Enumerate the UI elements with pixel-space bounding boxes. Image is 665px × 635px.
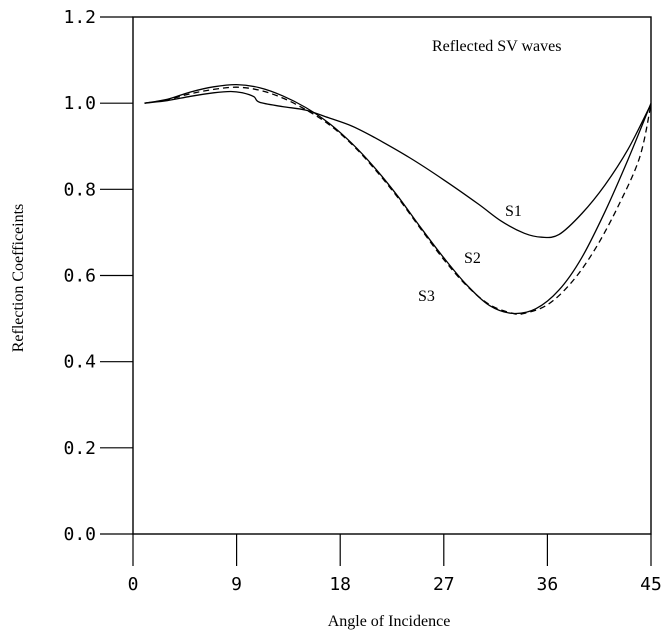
y-tick-label: 1.0 — [63, 93, 96, 114]
series-line-s1 — [144, 90, 652, 239]
x-tick-label: 9 — [231, 574, 242, 595]
y-axis-title: Reflection Coefficeints — [10, 204, 27, 353]
y-tick-label: 1.2 — [63, 7, 96, 28]
series-line-s3 — [144, 83, 652, 315]
x-tick-label: 36 — [537, 574, 559, 595]
axis-ticks-group: 0.0 0.2 0.4 0.6 0.8 1.0 1.2 0 9 18 27 36 45 — [63, 7, 661, 595]
y-tick-label: 0.6 — [63, 266, 96, 287]
x-axis-title: Angle of Incidence — [328, 613, 451, 630]
y-tick-label: 0.0 — [63, 524, 96, 545]
series-group — [144, 83, 652, 316]
plot-frame — [132, 16, 652, 535]
x-tick-label: 18 — [329, 574, 351, 595]
series-line-s2 — [144, 86, 652, 316]
s3-series-label: S3 — [418, 288, 435, 305]
x-tick-label: 27 — [433, 574, 455, 595]
y-tick-label: 0.4 — [63, 352, 96, 373]
y-tick-label: 0.2 — [63, 438, 96, 459]
y-tick-label: 0.8 — [63, 179, 96, 200]
reflected-sv-waves-annotation: Reflected SV waves — [432, 38, 561, 55]
plot-frame-group — [132, 16, 652, 535]
x-tick-label: 0 — [128, 574, 139, 595]
s2-series-label: S2 — [464, 250, 481, 267]
s1-series-label: S1 — [505, 203, 522, 220]
x-tick-label: 45 — [640, 574, 662, 595]
